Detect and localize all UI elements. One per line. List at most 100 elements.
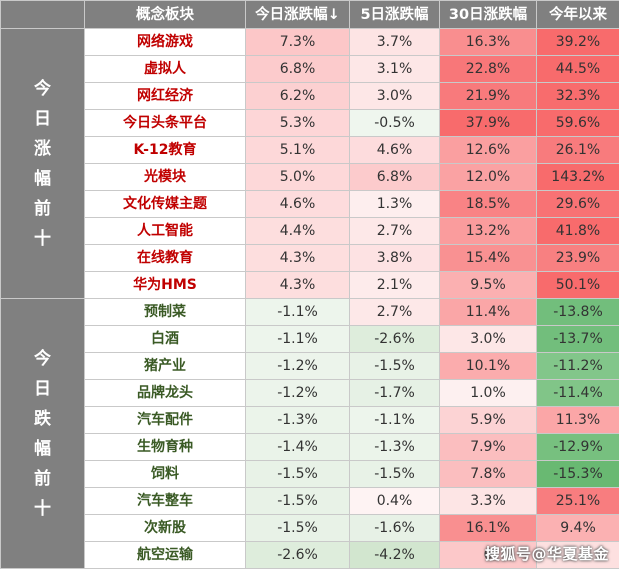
sector-name: K-12教育 (85, 137, 246, 164)
group-label-top-gainers: 今日涨幅前十 (1, 29, 85, 299)
header-row: 概念板块 今日涨跌幅↓ 5日涨跌幅 30日涨跌幅 今年以来 (1, 1, 619, 29)
ytd-change-cell: 143.2% (537, 164, 619, 191)
group-label-top-losers: 今日跌幅前十 (1, 299, 85, 569)
ytd-change-cell: 44.5% (537, 56, 619, 83)
group-label-char: 涨 (1, 134, 84, 164)
sector-name: 生物育种 (85, 434, 246, 461)
sector-name: 光模块 (85, 164, 246, 191)
today-change-cell: 4.3% (246, 245, 350, 272)
five-day-change-cell: 2.1% (350, 272, 440, 299)
thirty-day-change-cell: 7.8% (440, 461, 537, 488)
sector-name: 汽车配件 (85, 407, 246, 434)
header-today-change: 今日涨跌幅↓ (246, 1, 350, 29)
table-row: 白酒-1.1%-2.6%3.0%-13.7% (1, 326, 619, 353)
thirty-day-change-cell: 12.6% (440, 137, 537, 164)
header-5day-change: 5日涨跌幅 (350, 1, 440, 29)
thirty-day-change-cell: 16.3% (440, 29, 537, 56)
table-row: 饲料-1.5%-1.5%7.8%-15.3% (1, 461, 619, 488)
sector-name: 白酒 (85, 326, 246, 353)
thirty-day-change-cell: 5.9% (440, 407, 537, 434)
thirty-day-change-cell: 9.5% (440, 272, 537, 299)
today-change-cell: -1.2% (246, 353, 350, 380)
today-change-cell: 4.6% (246, 191, 350, 218)
today-change-cell: 6.8% (246, 56, 350, 83)
thirty-day-change-cell: 37.9% (440, 110, 537, 137)
five-day-change-cell: 3.8% (350, 245, 440, 272)
thirty-day-change-cell: 21.9% (440, 83, 537, 110)
ytd-change-cell: -13.7% (537, 326, 619, 353)
table-row: 猪产业-1.2%-1.5%10.1%-11.2% (1, 353, 619, 380)
sector-name: 华为HMS (85, 272, 246, 299)
today-change-cell: 6.2% (246, 83, 350, 110)
watermark: 搜狐号@华夏基金 (485, 543, 609, 564)
today-change-cell: 5.3% (246, 110, 350, 137)
thirty-day-change-cell: 11.4% (440, 299, 537, 326)
today-change-cell: -1.4% (246, 434, 350, 461)
group-label-char: 今 (1, 344, 84, 374)
today-change-cell: -1.1% (246, 299, 350, 326)
today-change-cell: 4.4% (246, 218, 350, 245)
thirty-day-change-cell: 3.0% (440, 326, 537, 353)
group-label-char: 今 (1, 74, 84, 104)
five-day-change-cell: -1.6% (350, 515, 440, 542)
five-day-change-cell: -0.5% (350, 110, 440, 137)
corner-cell (1, 1, 85, 29)
five-day-change-cell: 6.8% (350, 164, 440, 191)
five-day-change-cell: -1.5% (350, 353, 440, 380)
ytd-change-cell: -11.4% (537, 380, 619, 407)
today-change-cell: -1.2% (246, 380, 350, 407)
today-change-cell: -1.3% (246, 407, 350, 434)
ytd-change-cell: -15.3% (537, 461, 619, 488)
ytd-change-cell: 50.1% (537, 272, 619, 299)
today-change-cell: -1.5% (246, 488, 350, 515)
header-sector: 概念板块 (85, 1, 246, 29)
today-change-cell: 5.0% (246, 164, 350, 191)
group-label-char: 跌 (1, 404, 84, 434)
header-30day-change: 30日涨跌幅 (440, 1, 537, 29)
group-label-char: 日 (1, 374, 84, 404)
five-day-change-cell: -1.7% (350, 380, 440, 407)
ytd-change-cell: 59.6% (537, 110, 619, 137)
five-day-change-cell: 2.7% (350, 218, 440, 245)
ytd-change-cell: 25.1% (537, 488, 619, 515)
sector-name: 次新股 (85, 515, 246, 542)
sector-name: 预制菜 (85, 299, 246, 326)
sector-name: 虚拟人 (85, 56, 246, 83)
table-row: 汽车整车-1.5%0.4%3.3%25.1% (1, 488, 619, 515)
five-day-change-cell: -1.5% (350, 461, 440, 488)
today-change-cell: 7.3% (246, 29, 350, 56)
sector-name: 文化传媒主题 (85, 191, 246, 218)
thirty-day-change-cell: 12.0% (440, 164, 537, 191)
five-day-change-cell: 0.4% (350, 488, 440, 515)
table-row: 今日跌幅前十预制菜-1.1%2.7%11.4%-13.8% (1, 299, 619, 326)
sector-name: 今日头条平台 (85, 110, 246, 137)
five-day-change-cell: -2.6% (350, 326, 440, 353)
group-label-char: 幅 (1, 434, 84, 464)
thirty-day-change-cell: 22.8% (440, 56, 537, 83)
five-day-change-cell: 2.7% (350, 299, 440, 326)
today-change-cell: -1.1% (246, 326, 350, 353)
table-row: 品牌龙头-1.2%-1.7%1.0%-11.4% (1, 380, 619, 407)
sector-name: 人工智能 (85, 218, 246, 245)
group-label-char: 十 (1, 224, 84, 254)
ytd-change-cell: -12.9% (537, 434, 619, 461)
thirty-day-change-cell: 7.9% (440, 434, 537, 461)
group-label-char: 幅 (1, 164, 84, 194)
sector-name: 航空运输 (85, 542, 246, 569)
group-label-char: 十 (1, 494, 84, 524)
ytd-change-cell: 41.8% (537, 218, 619, 245)
table-row: 汽车配件-1.3%-1.1%5.9%11.3% (1, 407, 619, 434)
today-change-cell: -1.5% (246, 515, 350, 542)
five-day-change-cell: 3.1% (350, 56, 440, 83)
ytd-change-cell: 11.3% (537, 407, 619, 434)
ytd-change-cell: 39.2% (537, 29, 619, 56)
group-label-char: 前 (1, 194, 84, 224)
today-change-cell: 4.3% (246, 272, 350, 299)
